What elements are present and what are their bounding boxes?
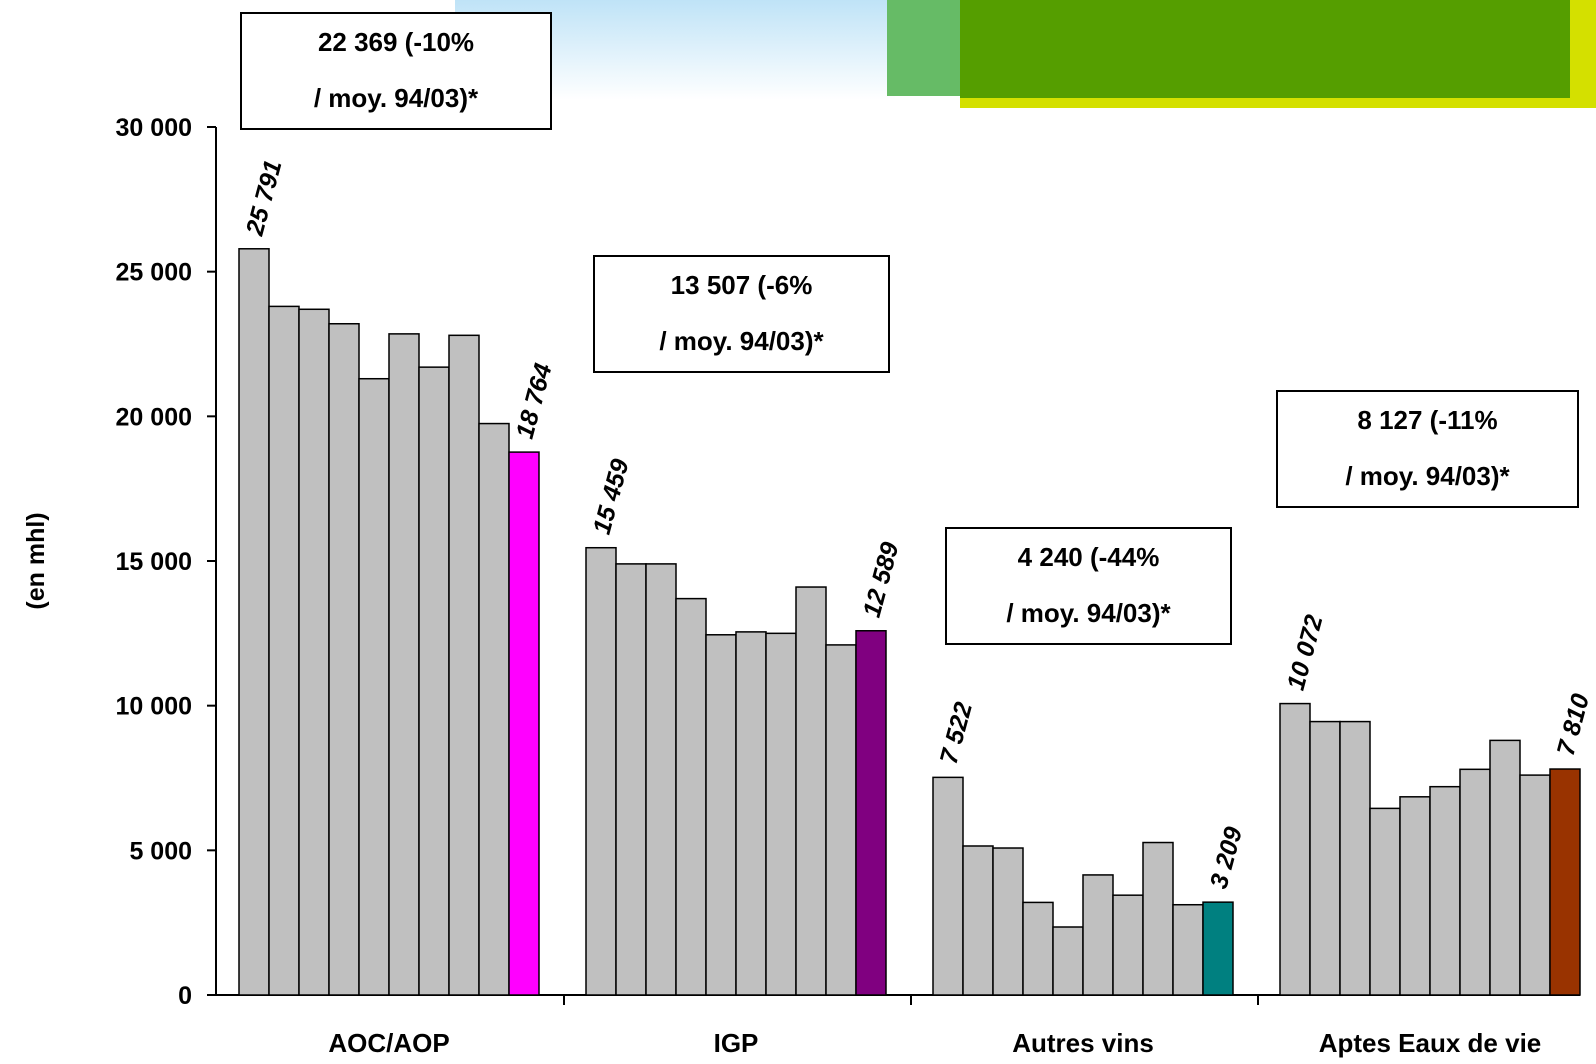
- annotation-box: 4 240 (-44% / moy. 94/03)*: [945, 527, 1232, 645]
- dark-green-shape: [960, 0, 1570, 98]
- bar: [675, 597, 707, 996]
- bar-highlight: [1549, 768, 1581, 996]
- y-tick-label: 5 000: [129, 837, 192, 865]
- bar: [1112, 894, 1144, 996]
- annotation-line: 22 369 (-10%: [317, 27, 475, 57]
- bar: [1429, 785, 1461, 996]
- bar: [1369, 807, 1401, 996]
- bar-highlight: [1202, 901, 1234, 996]
- bar: [1052, 926, 1084, 996]
- bar: [1172, 903, 1204, 996]
- x-category-label: Autres vins: [1012, 1028, 1154, 1058]
- bar: [992, 847, 1024, 996]
- bar: [1142, 841, 1174, 996]
- bar: [962, 845, 994, 996]
- bar: [615, 563, 647, 996]
- annotation-box: 22 369 (-10% / moy. 94/03)*: [240, 12, 552, 130]
- x-category-label: AOC/AOP: [328, 1028, 449, 1058]
- bar: [268, 305, 300, 996]
- data-label: 18 764: [511, 360, 558, 441]
- bar: [328, 322, 360, 996]
- bar: [1339, 720, 1371, 996]
- data-label: 12 589: [858, 539, 905, 620]
- bar: [1459, 768, 1491, 996]
- bar: [1519, 774, 1551, 996]
- bar: [585, 546, 617, 996]
- y-tick-label: 20 000: [116, 403, 192, 431]
- x-category-label: IGP: [714, 1028, 759, 1058]
- y-tick-label: 0: [178, 982, 192, 1010]
- bar: [478, 422, 510, 996]
- chart-bars: [238, 248, 1581, 996]
- bar: [1082, 874, 1114, 996]
- y-tick-label: 25 000: [116, 259, 192, 287]
- x-category-label: Aptes Eaux de vie: [1319, 1028, 1542, 1058]
- annotation-line: / moy. 94/03)*: [313, 83, 479, 113]
- bar: [735, 631, 767, 996]
- bar: [388, 333, 420, 996]
- bar: [825, 644, 857, 996]
- bar: [1279, 702, 1311, 996]
- data-label: 10 072: [1282, 612, 1329, 693]
- data-label: 15 459: [588, 456, 635, 537]
- bar: [932, 776, 964, 996]
- bar: [448, 334, 480, 996]
- annotation-line: / moy. 94/03)*: [1345, 461, 1510, 491]
- bar-highlight: [855, 630, 887, 996]
- bar: [418, 366, 450, 996]
- bar: [705, 634, 737, 996]
- bar: [298, 308, 330, 996]
- annotation-box: 8 127 (-11% / moy. 94/03)*: [1276, 390, 1579, 508]
- bar: [765, 632, 797, 996]
- data-label: 7 522: [935, 699, 978, 767]
- bar-highlight: [508, 451, 540, 996]
- data-label: 7 810: [1552, 691, 1595, 759]
- annotation-line: 13 507 (-6%: [670, 270, 813, 300]
- bar: [645, 563, 677, 996]
- annotation-box: 13 507 (-6% / moy. 94/03)*: [593, 255, 890, 373]
- bar: [1489, 739, 1521, 996]
- y-tick-label: 10 000: [116, 693, 192, 721]
- bar: [795, 586, 827, 996]
- bar: [358, 377, 390, 996]
- y-tick-label: 30 000: [116, 114, 192, 142]
- header-decoration: [455, 0, 1596, 108]
- data-label: 3 209: [1205, 824, 1248, 892]
- bar: [1399, 796, 1431, 996]
- annotation-line: 4 240 (-44%: [1017, 542, 1160, 572]
- bar: [1022, 901, 1054, 996]
- y-axis-title: (en mhl): [22, 512, 50, 609]
- y-tick-label: 15 000: [116, 548, 192, 576]
- annotation-line: / moy. 94/03)*: [659, 326, 824, 356]
- annotation-line: / moy. 94/03)*: [1006, 598, 1171, 628]
- annotation-line: 8 127 (-11%: [1357, 405, 1498, 435]
- bar: [1309, 720, 1341, 996]
- data-label: 25 791: [240, 157, 287, 239]
- bar: [238, 248, 270, 996]
